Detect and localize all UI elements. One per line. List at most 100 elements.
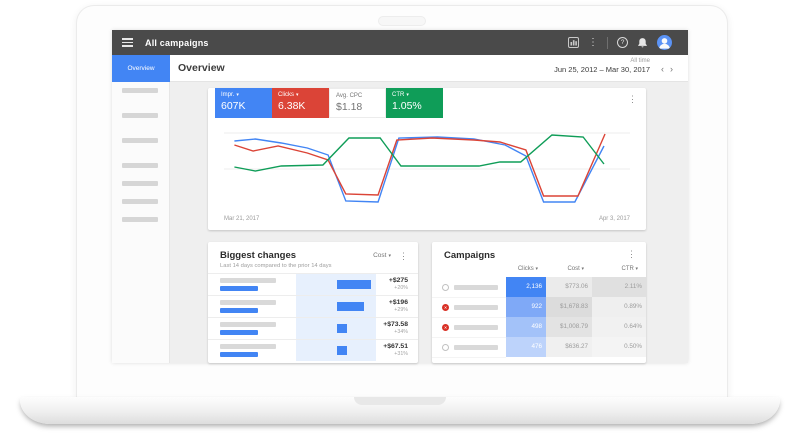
metric-card-ctr[interactable]: CTR 1.05% xyxy=(386,88,443,118)
clicks-cell: 476 xyxy=(506,337,546,358)
change-row-labels xyxy=(208,296,296,317)
performance-chart-card: Impr. 607K Clicks 6.38K Avg. CPC $1.18 CTR 1.05… xyxy=(208,88,646,230)
metric-value: 6.38K xyxy=(278,100,306,112)
change-values: +$196 +29% xyxy=(376,296,418,317)
toolbar-divider xyxy=(607,36,608,49)
metric-label-text: Clicks xyxy=(278,92,294,98)
biggest-change-row[interactable]: +$275 +20% xyxy=(208,273,418,295)
change-metric-dropdown[interactable]: Cost xyxy=(373,252,391,259)
chart-line-ctr xyxy=(234,135,604,171)
status-removed-icon xyxy=(442,323,449,331)
status-paused-icon xyxy=(442,283,449,291)
sidebar-item-placeholder[interactable] xyxy=(122,181,158,186)
menu-icon[interactable] xyxy=(122,38,133,47)
change-values: +$275 +20% xyxy=(376,274,418,295)
metric-card-impr[interactable]: Impr. 607K xyxy=(215,88,272,118)
biggest-change-row[interactable]: +$67.51 +31% xyxy=(208,339,418,361)
metric-label-text: Avg. CPC xyxy=(336,93,363,99)
chart-line-clicks xyxy=(234,134,605,196)
change-value-bar xyxy=(337,280,371,289)
campaign-row[interactable]: 476 $636.27 0.50% xyxy=(432,337,646,358)
laptop-camera-notch xyxy=(378,16,426,26)
next-period-icon[interactable] xyxy=(667,65,676,74)
date-range-preset: All time xyxy=(630,58,650,64)
more-options-icon[interactable] xyxy=(588,38,598,48)
laptop-base-notch xyxy=(354,397,446,405)
column-header-ctr[interactable]: CTR xyxy=(592,266,646,272)
page-title: Overview xyxy=(178,62,225,74)
placeholder-campaign-name-bar xyxy=(454,324,498,330)
help-icon[interactable] xyxy=(617,37,628,48)
metric-card-avgcpc[interactable]: Avg. CPC $1.18 xyxy=(329,88,386,118)
biggest-change-row[interactable]: +$196 +29% xyxy=(208,295,418,317)
metric-label: Clicks xyxy=(278,92,323,98)
clicks-cell: 922 xyxy=(506,297,546,318)
campaign-name-cell xyxy=(432,337,506,358)
change-amount: +$196 xyxy=(388,299,408,306)
biggest-changes-table: +$275 +20% +$196 +29% +$73.58 +34% +$67.51 +31% xyxy=(208,273,418,361)
sidebar-item-placeholder[interactable] xyxy=(122,113,158,118)
chevron-down-icon xyxy=(581,266,588,272)
time-series-chart[interactable] xyxy=(224,132,630,206)
campaign-name-cell xyxy=(432,297,506,318)
app-bar-title: All campaigns xyxy=(145,37,209,48)
placeholder-sublabel-bar xyxy=(220,330,258,335)
change-value-bar xyxy=(337,346,347,355)
biggest-changes-more-icon[interactable] xyxy=(399,252,408,261)
placeholder-label-bar xyxy=(220,322,276,327)
campaign-row[interactable]: 498$1,008.790.64% xyxy=(432,317,646,338)
page-header: Overview Overview All time Jun 25, 2012 … xyxy=(112,55,688,82)
change-value-bar xyxy=(337,324,347,333)
metric-label-text: CTR xyxy=(392,92,405,98)
change-bar-cell xyxy=(296,296,376,317)
metric-card-clicks[interactable]: Clicks 6.38K xyxy=(272,88,329,118)
placeholder-sublabel-bar xyxy=(220,286,258,291)
biggest-change-row[interactable]: +$73.58 +34% xyxy=(208,317,418,339)
chart-card-more-icon[interactable] xyxy=(628,95,637,104)
metric-label: Avg. CPC xyxy=(336,93,379,99)
column-header-clicks[interactable]: Clicks xyxy=(506,266,546,272)
campaigns-more-icon[interactable] xyxy=(627,250,636,261)
campaign-name-cell xyxy=(432,277,506,298)
campaign-name-cell xyxy=(432,317,506,338)
column-header-cost[interactable]: Cost xyxy=(546,266,592,272)
clicks-cell: 498 xyxy=(506,317,546,338)
x-axis-end-label: Apr 3, 2017 xyxy=(598,216,630,222)
chevron-down-icon xyxy=(236,92,239,98)
top-app-bar: All campaigns xyxy=(112,30,688,55)
sidebar-item-placeholder[interactable] xyxy=(122,199,158,204)
date-range-value: Jun 25, 2012 – Mar 30, 2017 xyxy=(554,65,650,74)
sidebar-item-overview-active[interactable]: Overview xyxy=(112,55,170,82)
sidebar-item-placeholder[interactable] xyxy=(122,217,158,222)
ctr-cell: 0.50% xyxy=(592,337,646,358)
sidebar-item-placeholder[interactable] xyxy=(122,163,158,168)
change-row-labels xyxy=(208,274,296,295)
sidebar-item-placeholder[interactable] xyxy=(122,88,158,93)
biggest-changes-heading: Biggest changes Last 14 days compared to… xyxy=(220,250,332,269)
reports-icon[interactable] xyxy=(568,37,579,48)
campaigns-column-headers: Clicks Cost CTR xyxy=(432,261,646,277)
metric-label: Impr. xyxy=(221,92,266,98)
chevron-down-icon xyxy=(635,266,642,272)
change-percent: +29% xyxy=(394,307,408,313)
chevron-down-icon xyxy=(406,92,409,98)
campaigns-card: Campaigns Clicks Cost CTR 2,136$773.062.… xyxy=(432,242,646,363)
user-avatar[interactable] xyxy=(657,35,672,50)
metric-value: 607K xyxy=(221,100,246,112)
chevron-down-icon xyxy=(296,92,299,98)
sidebar-item-placeholder[interactable] xyxy=(122,138,158,143)
campaign-row[interactable]: 2,136 $773.06 2.11% xyxy=(432,277,646,298)
chevron-down-icon xyxy=(535,266,542,272)
biggest-changes-card: Biggest changes Last 14 days compared to… xyxy=(208,242,418,363)
google-ads-app-window: All campaigns xyxy=(112,30,688,363)
date-range-picker[interactable]: All time Jun 25, 2012 – Mar 30, 2017 xyxy=(554,58,676,74)
cost-cell: $773.06 xyxy=(546,277,592,298)
date-range-text: All time Jun 25, 2012 – Mar 30, 2017 xyxy=(554,58,650,74)
campaign-row[interactable]: 922$1,678.830.89% xyxy=(432,297,646,318)
ctr-cell: 0.89% xyxy=(592,297,646,318)
previous-period-icon[interactable] xyxy=(658,65,667,74)
notifications-bell-icon[interactable] xyxy=(637,37,648,48)
placeholder-label-bar xyxy=(220,300,276,305)
overview-content: Impr. 607K Clicks 6.38K Avg. CPC $1.18 CTR 1.05… xyxy=(170,82,688,363)
metric-cards: Impr. 607K Clicks 6.38K Avg. CPC $1.18 CTR 1.05… xyxy=(215,88,443,118)
